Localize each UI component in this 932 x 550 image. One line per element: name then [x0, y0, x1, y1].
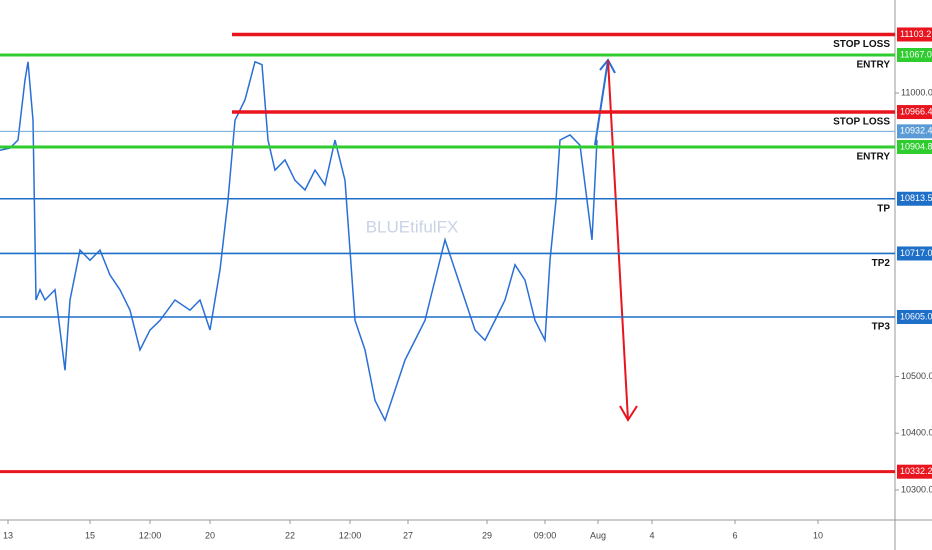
x-tick-label: 4 [649, 530, 654, 540]
price-label-box [897, 191, 932, 206]
x-tick-label: 29 [482, 530, 492, 540]
price-label-box [897, 48, 932, 63]
price-label-box [897, 309, 932, 324]
price-label: 10813.5 [900, 193, 932, 203]
level-name: TP2 [872, 258, 891, 269]
level-name: ENTRY [856, 60, 890, 71]
price-label-box [897, 124, 932, 139]
price-label: 10966.4 [900, 106, 932, 116]
x-tick-label: 6 [732, 530, 737, 540]
x-tick-label: 22 [285, 530, 295, 540]
level-name: TP [877, 203, 890, 214]
x-tick-label: 09:00 [534, 530, 557, 540]
y-tick-label: 10300.0 [901, 484, 932, 494]
price-label-box [897, 464, 932, 479]
price-label-box [897, 139, 932, 154]
x-tick-label: 13 [3, 530, 13, 540]
x-tick-label: Aug [590, 530, 606, 540]
price-label: 10932.4 [900, 126, 932, 136]
x-tick-label: 27 [403, 530, 413, 540]
x-tick-label: 10 [813, 530, 823, 540]
price-label-box [897, 27, 932, 42]
price-label: 10717.0 [900, 248, 932, 258]
price-label: 10904.8 [900, 141, 932, 151]
y-tick-label: 11000.0 [901, 87, 932, 97]
x-tick-label: 12:00 [339, 530, 362, 540]
price-label: 11067.0 [900, 49, 932, 59]
watermark: BLUEtifulFX [366, 217, 459, 236]
x-tick-label: 12:00 [139, 530, 162, 540]
forecast-up-arrow [594, 59, 609, 146]
price-line [0, 60, 598, 423]
level-name: ENTRY [856, 152, 890, 163]
y-tick-label: 10400.0 [901, 428, 932, 438]
price-label-box [897, 246, 932, 261]
level-name: STOP LOSS [833, 117, 890, 128]
y-tick-label: 10500.0 [901, 371, 932, 381]
price-label: 11103.2 [900, 29, 931, 39]
price-label: 10332.2 [900, 466, 932, 476]
level-name: STOP LOSS [833, 39, 890, 50]
price-label: 10605.0 [900, 311, 932, 321]
price-label-box [897, 105, 932, 120]
x-tick-label: 20 [205, 530, 215, 540]
arrow-head [619, 405, 638, 422]
forecast-down-arrow [607, 59, 629, 421]
level-name: TP3 [872, 322, 891, 333]
x-tick-label: 15 [85, 530, 95, 540]
